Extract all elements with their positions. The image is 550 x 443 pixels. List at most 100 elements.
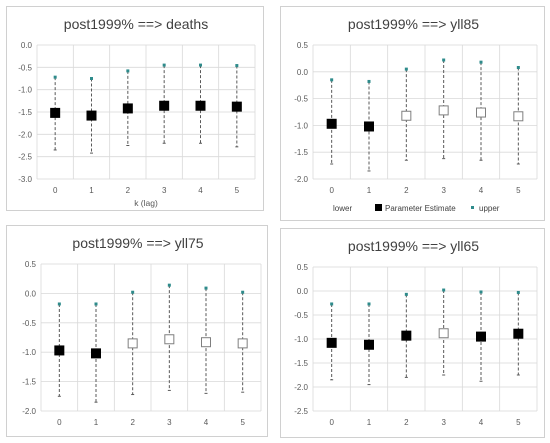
upper-point-3 <box>167 283 171 287</box>
upper-point-4 <box>199 63 202 67</box>
chart-title: post1999% ==> deaths <box>64 16 208 32</box>
y-tick-label: -2.0 <box>294 175 308 184</box>
estimate-point-3 <box>159 100 170 111</box>
y-tick-label: -1.0 <box>18 86 32 95</box>
estimate-point-3 <box>438 105 449 116</box>
estimate-point-2 <box>401 330 412 341</box>
estimate-point-3 <box>438 328 449 339</box>
x-tick-label: 0 <box>329 186 334 195</box>
upper-point-2 <box>131 290 135 294</box>
x-tick-label: 2 <box>130 418 135 427</box>
y-tick-label: -1.0 <box>294 121 308 130</box>
x-tick-label: 3 <box>441 418 446 427</box>
legend-lower: lower <box>333 204 352 213</box>
y-tick-label: -1.5 <box>294 148 308 157</box>
y-tick-label: -2.0 <box>22 407 36 416</box>
estimate-point-4 <box>195 100 206 111</box>
chart-panel-3: post1999% ==> yll75 0.5 0.0 -0.5 -1.0 -1.5 -2.… <box>6 225 268 437</box>
upper-point-0 <box>57 302 61 306</box>
chart-svg: post1999% ==> yll65 0.5 0.0 -0.5 -1.0 -1.5 -2.… <box>294 238 538 427</box>
estimate-point-2 <box>127 338 138 349</box>
upper-point-4 <box>204 286 208 290</box>
x-tick-label: 1 <box>89 186 94 195</box>
estimate-point-4 <box>476 107 486 118</box>
legend: lower Parameter Estimate upper <box>333 204 500 213</box>
y-tick-label: -2.0 <box>294 383 308 392</box>
y-tick-label: -2.0 <box>18 130 32 139</box>
chart-title: post1999% ==> yll75 <box>72 235 203 251</box>
y-tick-label: -0.5 <box>22 319 36 328</box>
y-tick-label: -0.5 <box>294 311 308 320</box>
y-tick-label: 0.5 <box>297 263 309 272</box>
x-tick-label: 3 <box>162 186 167 195</box>
x-tick-label: 5 <box>516 418 521 427</box>
y-tick-label: 0.0 <box>297 68 309 77</box>
upper-point-5 <box>235 64 239 68</box>
y-tick-label: -0.5 <box>294 95 308 104</box>
estimate-point-1 <box>86 110 97 121</box>
upper-point-3 <box>442 288 446 292</box>
upper-point-0 <box>330 302 334 306</box>
estimate-point-5 <box>513 111 524 122</box>
upper-point-1 <box>90 77 93 80</box>
chart-panel-4: post1999% ==> yll65 0.5 0.0 -0.5 -1.0 -1.5 -2.… <box>280 228 545 438</box>
x-tick-label: 0 <box>53 186 58 195</box>
upper-point-3 <box>162 63 166 67</box>
chart-svg: post1999% ==> yll75 0.5 0.0 -0.5 -1.0 -1.5 -2.… <box>22 235 262 427</box>
x-axis-label: k (lag) <box>134 198 158 208</box>
upper-point-5 <box>516 290 520 294</box>
upper-point-2 <box>126 69 130 73</box>
estimate-point-0 <box>326 118 337 129</box>
upper-point-3 <box>442 58 446 62</box>
x-tick-label: 4 <box>479 186 484 195</box>
x-tick-label: 5 <box>235 186 240 195</box>
estimate-point-0 <box>50 107 61 118</box>
y-tick-label: -1.5 <box>294 359 308 368</box>
estimate-point-2 <box>401 110 412 121</box>
y-tick-label: -2.5 <box>18 153 32 162</box>
upper-point-5 <box>516 66 520 70</box>
x-tick-label: 5 <box>240 418 245 427</box>
x-tick-label: 1 <box>367 418 372 427</box>
estimate-point-1 <box>364 121 374 132</box>
estimate-point-5 <box>513 328 524 339</box>
legend-estimate-swatch <box>375 204 382 211</box>
upper-point-0 <box>53 75 57 79</box>
y-tick-label: 0.5 <box>297 41 309 50</box>
x-tick-label: 4 <box>198 186 203 195</box>
estimate-point-5 <box>237 338 248 349</box>
upper-point-5 <box>241 290 245 294</box>
y-tick-label: 0.0 <box>297 287 309 296</box>
estimate-point-4 <box>476 331 486 342</box>
y-tick-label: -1.0 <box>294 335 308 344</box>
upper-point-1 <box>367 302 371 306</box>
legend-estimate: Parameter Estimate <box>385 204 456 213</box>
upper-point-0 <box>330 78 334 82</box>
x-tick-label: 1 <box>94 418 99 427</box>
x-tick-label: 5 <box>516 186 521 195</box>
x-tick-label: 4 <box>479 418 484 427</box>
x-tick-label: 2 <box>404 186 409 195</box>
y-tick-label: -1.5 <box>18 108 32 117</box>
y-tick-label: 0.0 <box>21 41 33 50</box>
y-tick-label: -1.0 <box>22 348 36 357</box>
estimate-point-2 <box>122 103 133 114</box>
upper-point-4 <box>479 290 483 294</box>
chart-title: post1999% ==> yll85 <box>348 16 479 32</box>
y-tick-label: 0.5 <box>25 260 37 269</box>
estimate-point-0 <box>54 345 65 356</box>
estimate-point-5 <box>231 101 242 112</box>
upper-point-2 <box>404 67 408 71</box>
y-tick-label: -2.5 <box>294 407 308 416</box>
x-tick-label: 2 <box>404 418 409 427</box>
y-tick-label: -3.0 <box>18 175 32 184</box>
upper-point-1 <box>367 79 371 83</box>
estimate-point-1 <box>91 348 101 359</box>
estimate-point-0 <box>326 337 337 348</box>
upper-point-1 <box>94 302 98 306</box>
chart-title: post1999% ==> yll65 <box>348 238 479 254</box>
upper-point-2 <box>404 292 408 296</box>
x-tick-label: 0 <box>329 418 334 427</box>
x-tick-label: 1 <box>367 186 372 195</box>
chart-svg: post1999% ==> yll85 0.5 0.0 -0.5 -1.0 -1.5 -2.… <box>294 16 538 213</box>
